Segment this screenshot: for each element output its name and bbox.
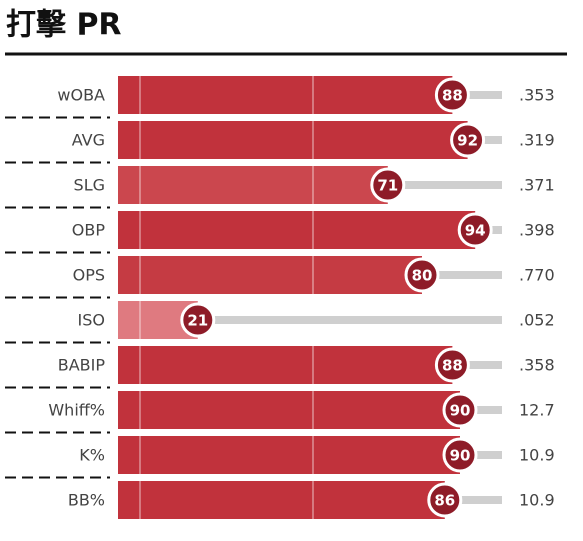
bar <box>118 211 476 249</box>
percentile-label: 90 <box>450 447 471 465</box>
percentile-dot <box>180 302 216 338</box>
stat-value: 10.9 <box>519 446 555 465</box>
stat-value: .371 <box>519 176 555 195</box>
category-label: Whiff% <box>48 401 105 420</box>
percentile-dot <box>434 347 470 383</box>
percentile-dot <box>442 437 478 473</box>
bar <box>118 436 460 474</box>
stat-value: 12.7 <box>519 401 555 420</box>
category-label: wOBA <box>57 86 105 105</box>
category-label: K% <box>79 446 105 465</box>
category-label: ISO <box>78 311 105 330</box>
stat-value: .770 <box>519 266 555 285</box>
stat-value: .353 <box>519 86 555 105</box>
stat-value: .052 <box>519 311 555 330</box>
bar <box>118 481 445 519</box>
percentile-label: 88 <box>442 357 463 375</box>
percentile-label: 92 <box>457 132 478 150</box>
stat-value: .319 <box>519 131 555 150</box>
percentile-label: 21 <box>187 312 208 330</box>
percentile-dot <box>427 482 463 518</box>
chart-title: 打擊 PR <box>6 8 122 43</box>
bar <box>118 76 453 114</box>
percentile-label: 71 <box>377 177 398 195</box>
percentile-dot <box>450 122 486 158</box>
percentile-label: 90 <box>450 402 471 420</box>
category-label: OPS <box>73 266 105 285</box>
category-label: BABIP <box>58 356 106 375</box>
bar <box>118 166 388 204</box>
bar <box>118 346 453 384</box>
bar <box>118 256 422 294</box>
percentile-label: 88 <box>442 87 463 105</box>
percentile-label: 94 <box>465 222 486 240</box>
stat-value: 10.9 <box>519 491 555 510</box>
bar <box>118 391 460 429</box>
stat-value: .398 <box>519 221 555 240</box>
bar <box>118 121 468 159</box>
percentile-dot <box>442 392 478 428</box>
track <box>118 316 502 324</box>
percentile-label: 80 <box>412 267 433 285</box>
percentile-label: 86 <box>434 492 455 510</box>
percentile-dot <box>434 77 470 113</box>
percentile-dot <box>457 212 493 248</box>
percentile-dot <box>404 257 440 293</box>
category-label: SLG <box>74 176 105 195</box>
category-label: BB% <box>68 491 105 510</box>
percentile-dot <box>370 167 406 203</box>
category-label: AVG <box>72 131 105 150</box>
category-label: OBP <box>72 221 106 240</box>
stat-value: .358 <box>519 356 555 375</box>
